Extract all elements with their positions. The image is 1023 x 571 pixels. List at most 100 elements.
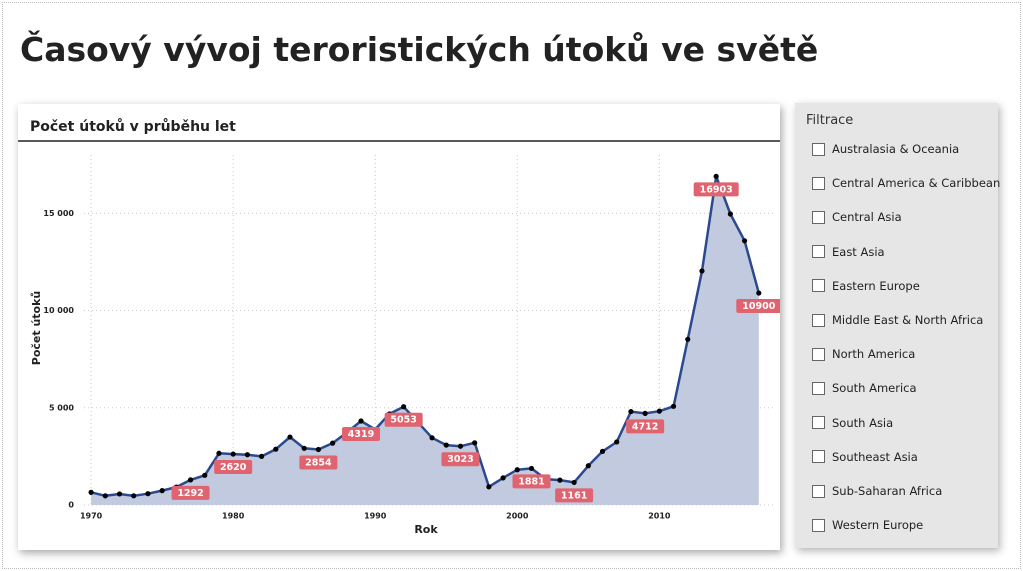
data-label: 4319 [348, 429, 374, 440]
checkbox[interactable] [812, 347, 825, 361]
y-tick-label: 0 [68, 501, 74, 510]
checkbox[interactable] [812, 416, 825, 430]
slicer-item-label: South Asia [832, 415, 894, 430]
slicer-item-label: Western Europe [832, 518, 924, 533]
data-label: 1161 [561, 490, 587, 501]
slicer-item[interactable]: South America [812, 381, 917, 395]
point [230, 451, 236, 457]
point [756, 290, 762, 296]
slicer-item-label: East Asia [832, 244, 885, 259]
point [244, 452, 250, 458]
page-title: Časový vývoj teroristických útoků ve svě… [20, 30, 819, 69]
checkbox[interactable] [812, 176, 825, 190]
data-label: 4712 [632, 421, 658, 432]
slicer-item[interactable]: Eastern Europe [812, 279, 920, 293]
data-label: 2620 [220, 462, 247, 473]
y-tick-label: 15 000 [43, 209, 74, 218]
point [159, 488, 165, 494]
point [202, 472, 208, 478]
x-axis-label: Rok [414, 523, 438, 536]
point [628, 408, 634, 415]
x-tick-label: 1990 [364, 512, 387, 521]
point [685, 336, 691, 342]
slicer-item-label: Central America & Caribbean [832, 176, 1001, 191]
slicer-item[interactable]: Southeast Asia [812, 450, 918, 464]
slicer-item[interactable]: Australasia & Oceania [812, 142, 959, 156]
x-tick-label: 1970 [80, 512, 103, 521]
area [91, 176, 759, 506]
checkbox[interactable] [812, 518, 825, 532]
slicer-item-label: South America [832, 381, 917, 396]
data-label-bg [214, 460, 253, 475]
chart: Počet útoků v průběhu let Počet útoků Ro… [18, 118, 782, 536]
checkbox[interactable] [812, 210, 825, 224]
data-label: 2854 [305, 458, 332, 469]
point [585, 463, 591, 469]
slicer-item[interactable]: Middle East & North Africa [812, 313, 983, 327]
checkbox[interactable] [812, 484, 825, 498]
data-label: 1881 [518, 476, 544, 487]
slicer-item[interactable]: Western Europe [812, 518, 923, 532]
point [429, 435, 435, 441]
data-label-bg [626, 419, 665, 434]
checkbox[interactable] [812, 450, 825, 464]
data-label-bg [384, 412, 423, 427]
x-tick-label: 2010 [648, 512, 671, 521]
data-label: 16903 [700, 184, 733, 195]
point [486, 484, 492, 490]
y-tick-label: 5 000 [49, 403, 74, 412]
slicer-item[interactable]: Sub-Saharan Africa [812, 484, 942, 498]
chart-title: Počet útoků v průběhu let [30, 118, 236, 135]
point [642, 410, 648, 416]
slicer-item-label: Australasia & Oceania [832, 142, 960, 156]
slicer-item-label: Middle East & North Africa [832, 313, 984, 327]
point [273, 446, 279, 452]
checkbox[interactable] [812, 313, 825, 327]
slicer-item-label: North America [832, 347, 916, 362]
y-tick-label: 10 000 [43, 306, 74, 315]
checkbox[interactable] [812, 279, 825, 293]
point [557, 477, 563, 483]
slicer: Filtrace Australasia & Oceania Central Am… [795, 103, 1000, 548]
point [358, 418, 364, 424]
data-label-bg [693, 182, 739, 197]
point [330, 440, 336, 446]
chart-card: Počet útoků v průběhu let Počet útoků Ro… [18, 104, 782, 550]
slicer-item-label: Eastern Europe [832, 278, 920, 293]
point [656, 408, 662, 414]
y-axis-label: Počet útoků [30, 291, 43, 365]
slicer-title: Filtrace [806, 113, 854, 128]
checkbox[interactable] [812, 142, 825, 156]
point [102, 493, 108, 499]
slicer-item[interactable]: East Asia [812, 245, 885, 259]
slicer-item[interactable]: Central America & Caribbean [812, 176, 1000, 190]
point [131, 493, 137, 499]
point [287, 434, 293, 440]
x-tick-label: 2000 [506, 512, 529, 521]
slicer-item-label: Sub-Saharan Africa [832, 484, 943, 498]
point [187, 477, 194, 483]
checkbox[interactable] [812, 245, 825, 259]
point [713, 173, 719, 179]
data-label-bg [736, 299, 782, 314]
point [258, 453, 265, 459]
slicer-item[interactable]: South Asia [812, 416, 893, 430]
slicer-item-label: Southeast Asia [832, 449, 918, 464]
data-label: 5053 [390, 415, 416, 426]
point [528, 465, 535, 472]
data-label: 1292 [177, 488, 203, 499]
point [727, 211, 733, 217]
point [443, 442, 449, 448]
point [599, 448, 606, 454]
point [88, 489, 94, 495]
point [741, 238, 748, 244]
checkbox[interactable] [812, 381, 825, 395]
data-label: 10900 [742, 301, 775, 312]
slicer-item-label: Central Asia [832, 210, 902, 225]
slicer-item[interactable]: North America [812, 347, 915, 361]
point [472, 440, 478, 446]
point [670, 403, 677, 409]
slicer-item[interactable]: Central Asia [812, 210, 902, 224]
